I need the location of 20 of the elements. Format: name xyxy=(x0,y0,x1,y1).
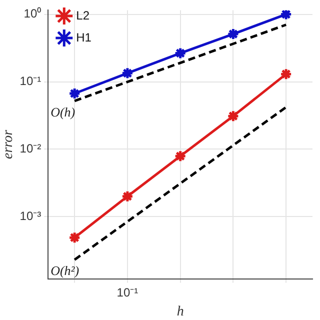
annotation: O(h²) xyxy=(50,263,80,278)
point xyxy=(174,150,187,162)
y-axis-title: error xyxy=(1,129,16,160)
point xyxy=(174,46,187,60)
y-tick-label: 10⁻² xyxy=(20,142,42,156)
y-tick-label: 10⁰ xyxy=(24,6,42,21)
legend-label: H1 xyxy=(76,30,92,44)
legend-label: L2 xyxy=(76,8,90,22)
point xyxy=(121,190,134,203)
point xyxy=(68,231,81,244)
point xyxy=(226,110,240,122)
y-tick-label: 10⁻³ xyxy=(20,208,42,223)
point xyxy=(121,66,134,80)
point xyxy=(68,87,81,100)
y-tick-label: 10⁻¹ xyxy=(20,74,42,88)
point xyxy=(280,68,292,80)
annotation: O(h) xyxy=(50,104,76,120)
point xyxy=(280,10,292,21)
point xyxy=(226,28,240,40)
x-axis-title: h xyxy=(176,304,184,320)
